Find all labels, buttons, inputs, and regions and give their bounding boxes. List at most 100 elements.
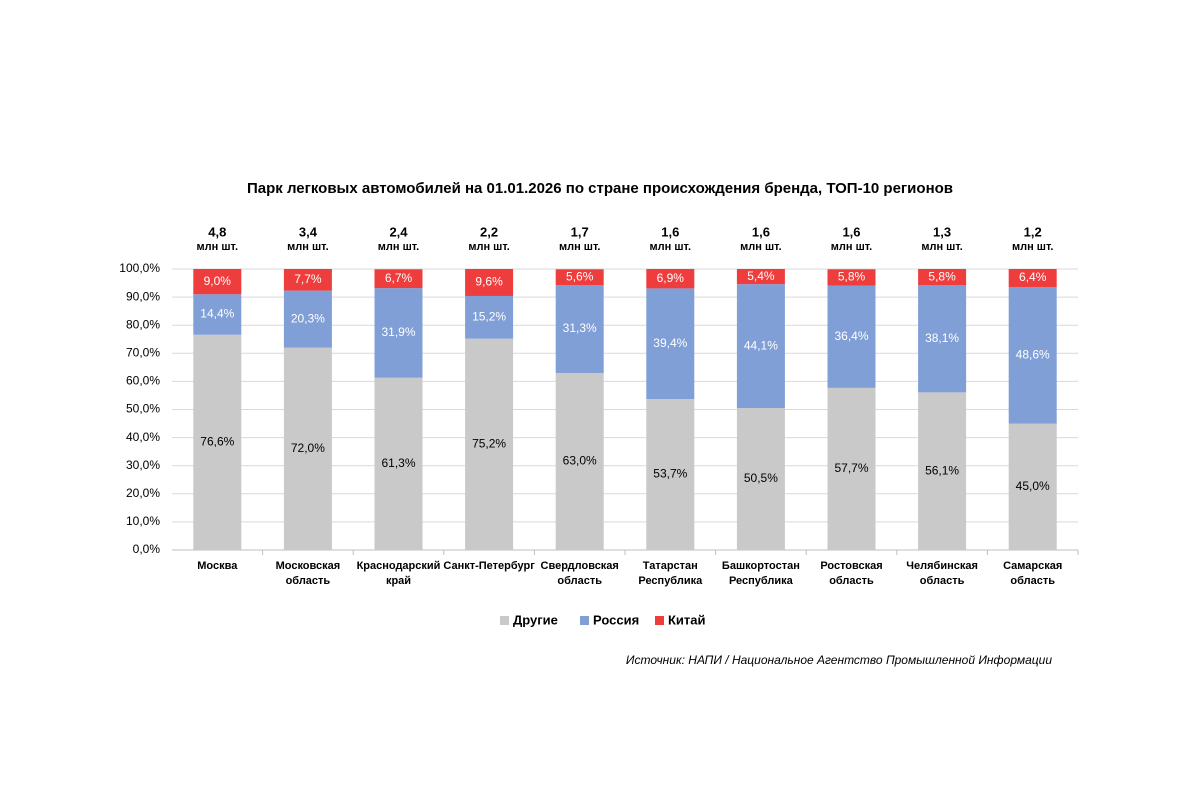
bar-segment: [374, 288, 423, 378]
bar-segment: [555, 285, 604, 373]
x-tick-label: Республика: [638, 575, 703, 587]
y-tick-label: 90,0%: [126, 289, 160, 303]
bar-segment: [827, 269, 876, 286]
y-tick-label: 30,0%: [126, 458, 160, 472]
y-tick-label: 10,0%: [126, 514, 160, 528]
value-label: 72,0%: [291, 441, 325, 455]
y-tick-label: 40,0%: [126, 430, 160, 444]
x-tick-label: Татарстан: [643, 560, 698, 572]
bar-segment: [193, 294, 242, 335]
bar-segment: [465, 338, 514, 550]
total-label: 1,7: [571, 224, 589, 239]
value-label: 39,4%: [653, 336, 687, 350]
total-label: 1,2: [1024, 224, 1042, 239]
total-unit: млн шт.: [1012, 241, 1053, 253]
bar-segment: [918, 392, 967, 550]
value-label: 5,8%: [928, 269, 956, 283]
bar-segment: [736, 408, 785, 550]
total-label: 2,2: [480, 224, 498, 239]
value-label: 9,6%: [475, 275, 503, 289]
y-tick-label: 80,0%: [126, 317, 160, 331]
bar-segment: [374, 377, 423, 550]
total-label: 1,6: [842, 224, 860, 239]
bar-segment: [1008, 423, 1057, 550]
legend-label: Другие: [513, 612, 558, 627]
value-label: 36,4%: [834, 329, 868, 343]
x-tick-label: Краснодарский: [357, 560, 441, 572]
total-unit: млн шт.: [559, 241, 600, 253]
bar-segment: [827, 387, 876, 550]
bar-segment: [465, 295, 514, 339]
legend-swatch: [655, 616, 664, 625]
value-label: 20,3%: [291, 311, 325, 325]
x-tick-label: область: [557, 575, 602, 587]
total-unit: млн шт.: [197, 241, 238, 253]
bar-segment: [736, 269, 785, 285]
total-label: 2,4: [389, 224, 408, 239]
value-label: 6,9%: [657, 271, 685, 285]
x-tick-label: Самарская: [1003, 560, 1062, 572]
bar-segment: [193, 269, 242, 295]
bar-segment: [555, 269, 604, 286]
y-tick-label: 70,0%: [126, 345, 160, 359]
value-label: 31,9%: [381, 325, 415, 339]
total-label: 1,6: [661, 224, 679, 239]
x-tick-label: Ростовская: [820, 560, 882, 572]
x-tick-label: Московская: [276, 560, 341, 572]
legend-swatch: [580, 616, 589, 625]
y-tick-label: 50,0%: [126, 402, 160, 416]
bar-segment: [283, 269, 332, 291]
bar-segment: [374, 269, 423, 289]
value-label: 75,2%: [472, 437, 506, 451]
x-tick-label: область: [286, 575, 331, 587]
total-unit: млн шт.: [287, 241, 328, 253]
total-unit: млн шт.: [740, 241, 781, 253]
legend-label: Китай: [668, 612, 706, 627]
value-label: 9,0%: [204, 274, 232, 288]
x-tick-label: область: [920, 575, 965, 587]
bar-segment: [193, 334, 242, 550]
bar-segment: [646, 399, 695, 550]
legend-label: Россия: [593, 612, 639, 627]
y-tick-label: 100,0%: [119, 261, 160, 275]
total-label: 4,8: [208, 224, 226, 239]
bar-segment: [283, 347, 332, 550]
bar-segment: [283, 290, 332, 348]
x-tick-label: Свердловская: [541, 560, 619, 572]
value-label: 63,0%: [563, 454, 597, 468]
value-label: 6,4%: [1019, 270, 1047, 284]
bar-segment: [1008, 269, 1057, 287]
value-label: 15,2%: [472, 310, 506, 324]
total-label: 3,4: [299, 224, 318, 239]
value-label: 38,1%: [925, 331, 959, 345]
value-label: 45,0%: [1016, 479, 1050, 493]
value-label: 56,1%: [925, 463, 959, 477]
bar-segment: [918, 269, 967, 286]
value-label: 5,8%: [838, 270, 866, 284]
y-tick-label: 60,0%: [126, 374, 160, 388]
value-label: 5,4%: [747, 269, 775, 283]
total-unit: млн шт.: [921, 241, 962, 253]
bar-segment: [465, 269, 514, 296]
y-tick-label: 0,0%: [133, 542, 161, 556]
value-label: 61,3%: [381, 456, 415, 470]
value-label: 6,7%: [385, 271, 413, 285]
value-label: 7,7%: [294, 272, 322, 286]
total-unit: млн шт.: [378, 241, 419, 253]
bar-segment: [827, 285, 876, 388]
chart-title: Парк легковых автомобилей на 01.01.2026 …: [247, 180, 953, 197]
value-label: 53,7%: [653, 467, 687, 481]
x-tick-label: Республика: [729, 575, 794, 587]
value-label: 14,4%: [200, 307, 234, 321]
bar-segment: [555, 372, 604, 550]
total-label: 1,3: [933, 224, 951, 239]
bar-segment: [736, 284, 785, 409]
value-label: 76,6%: [200, 435, 234, 449]
total-label: 1,6: [752, 224, 770, 239]
x-tick-label: Челябинская: [906, 560, 978, 572]
x-tick-label: Башкортостан: [722, 560, 800, 572]
total-unit: млн шт.: [831, 241, 872, 253]
value-label: 57,7%: [834, 461, 868, 475]
source: Источник: НАПИ / Национальное Агентство …: [626, 653, 1052, 667]
